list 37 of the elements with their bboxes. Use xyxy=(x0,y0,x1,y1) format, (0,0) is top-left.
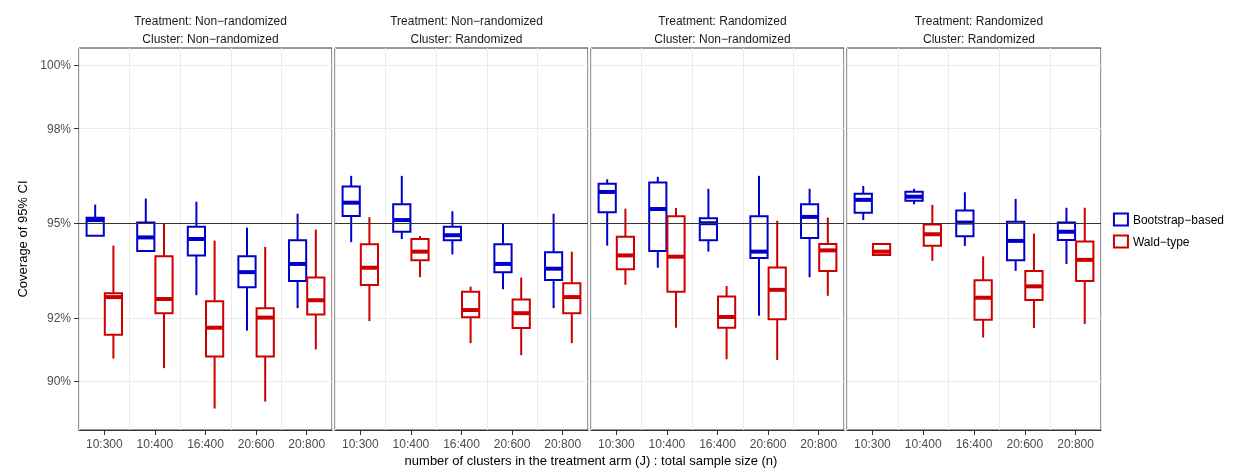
x-tick-label: 20:600 xyxy=(1006,437,1044,451)
chart-title: Treatment: Randomized xyxy=(658,14,787,28)
chart-subtitle: Cluster: Randomized xyxy=(922,32,1036,46)
legend-label: Wald−type xyxy=(1132,234,1190,249)
x-tick-label: 10:400 xyxy=(904,437,942,451)
y-axis-title: Coverage of 95% CI xyxy=(15,180,30,298)
x-tick-label: 10:300 xyxy=(85,437,123,451)
x-tick-label: 20:800 xyxy=(288,437,326,451)
legend-label: Bootstrap−based xyxy=(1132,212,1225,227)
x-tick-label: 20:800 xyxy=(1057,437,1095,451)
x-tick-label: 10:400 xyxy=(136,437,174,451)
x-tick-label: 10:400 xyxy=(392,437,430,451)
x-tick-label: 16:400 xyxy=(955,437,993,451)
x-axis-title: number of clusters in the treatment arm (J) : total sample size (n) xyxy=(403,453,779,468)
x-tick-label: 10:400 xyxy=(648,437,686,451)
y-tick-label: 90% xyxy=(46,374,72,389)
y-tick-label: 98% xyxy=(46,121,72,136)
chart-subtitle: Cluster: Non−randomized xyxy=(654,32,791,46)
x-tick-label: 10:300 xyxy=(854,437,892,451)
x-tick-label: 10:300 xyxy=(341,437,379,451)
x-tick-label: 20:800 xyxy=(800,437,838,451)
x-tick-label: 16:400 xyxy=(443,437,481,451)
y-tick-label: 100% xyxy=(40,58,72,73)
chart-subtitle: Cluster: Randomized xyxy=(410,32,523,46)
chart-title: Treatment: Non−randomized xyxy=(134,14,287,28)
chart-subtitle: Cluster: Non−randomized xyxy=(142,32,279,46)
x-tick-label: 16:400 xyxy=(699,437,737,451)
x-tick-label: 10:300 xyxy=(597,437,635,451)
chart-title: Treatment: Randomized xyxy=(914,14,1044,28)
chart-title: Treatment: Non−randomized xyxy=(390,14,543,28)
x-tick-label: 20:600 xyxy=(493,437,531,451)
x-tick-label: 20:600 xyxy=(749,437,787,451)
y-tick-label: 92% xyxy=(46,310,72,325)
x-tick-label: 16:400 xyxy=(187,437,225,451)
y-tick-label: 95% xyxy=(46,216,72,231)
x-tick-label: 20:800 xyxy=(544,437,582,451)
x-tick-label: 20:600 xyxy=(237,437,275,451)
